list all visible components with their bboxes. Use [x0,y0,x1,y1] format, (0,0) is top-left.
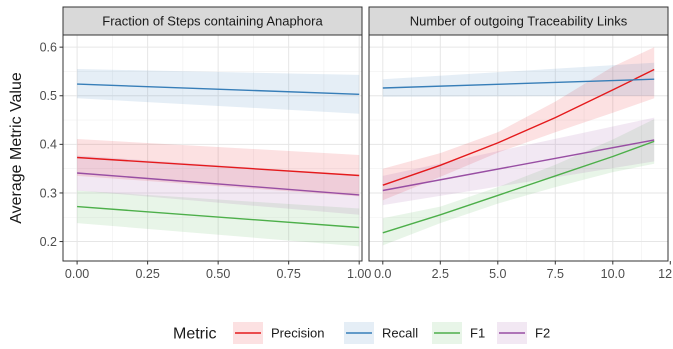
series-line-recall [382,78,655,89]
x-tick-label: 0.0 [374,267,391,281]
x-tick-label: 0.75 [276,267,300,281]
legend-label: Precision [271,326,324,341]
series-line-f2 [77,172,360,196]
y-tick-label: 0.6 [40,40,57,54]
legend-label: F1 [470,326,485,341]
x-tick-label: 2.5 [432,267,449,281]
facet-panel-1: Fraction of Steps containing Anaphora 0.0… [62,6,371,281]
y-tick-label: 0.4 [40,138,57,152]
confidence-band-f2 [382,117,655,206]
confidence-band-f1 [77,190,360,247]
series-line-f1 [77,205,360,229]
facet-strip [62,6,363,36]
y-tick-label: 0.3 [40,186,57,200]
y-tick-label: 0.5 [40,89,57,103]
series-line-precision [77,156,360,177]
x-tick-label: 1.00 [347,267,371,281]
x-tick-label: 5.0 [489,267,506,281]
facet-title: Number of outgoing Traceability Links [410,14,628,29]
x-tick-label: 0.25 [135,267,159,281]
confidence-band-recall [77,69,360,114]
series-line-f1 [382,140,655,234]
legend-title: Metric [173,326,217,343]
plot-background [369,35,668,261]
x-tick-label: 12.5 [658,267,673,281]
y-tick-label: 0.2 [40,235,57,249]
confidence-band-precision [77,139,360,197]
panel-border [62,34,363,262]
x-tick-label: 0.50 [206,267,230,281]
facet-panel-2: Number of outgoing Traceability Links 0.0… [368,6,673,281]
legend-label: Recall [382,326,418,341]
confidence-band-recall [382,62,655,97]
series-line-precision [382,68,655,186]
y-axis-title: Average Metric Value [8,72,25,224]
panel-border [368,34,669,262]
series-line-recall [77,83,360,95]
series-line-f2 [382,139,655,192]
facet-title: Fraction of Steps containing Anaphora [102,14,323,29]
x-tick-label: 7.5 [547,267,564,281]
confidence-band-f1 [382,119,655,246]
x-tick-label: 10.0 [601,267,625,281]
legend-label: F2 [535,326,550,341]
legend: Metric Precision Recall F1 F2 [173,322,550,344]
x-tick-label: 0.00 [65,267,89,281]
